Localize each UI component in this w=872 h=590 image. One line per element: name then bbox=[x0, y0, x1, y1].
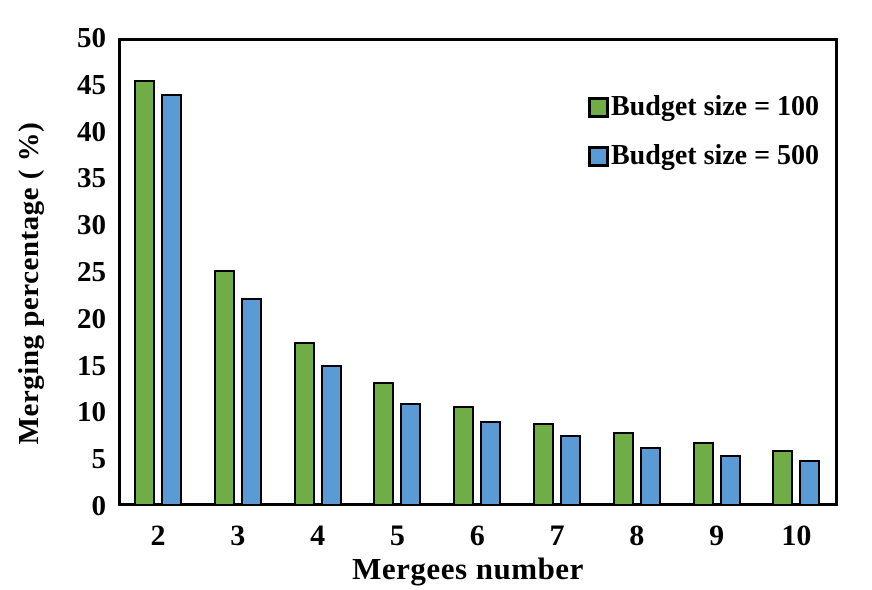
x-tick-label: 7 bbox=[549, 519, 565, 552]
y-tick-label: 0 bbox=[91, 490, 107, 522]
bar-budget-100-mergees-7 bbox=[533, 422, 554, 506]
x-tick-label: 3 bbox=[230, 519, 246, 552]
legend-swatch-icon bbox=[588, 145, 609, 167]
x-tick-label: 9 bbox=[709, 519, 725, 552]
x-axis-title: Mergees number bbox=[352, 551, 584, 586]
y-tick-label: 50 bbox=[77, 22, 106, 54]
bar-budget-100-mergees-8 bbox=[612, 432, 634, 506]
legend-label: Budget size = 500 bbox=[611, 140, 820, 171]
bar-budget-500-mergees-4 bbox=[320, 364, 342, 506]
y-tick-label: 30 bbox=[77, 209, 106, 242]
y-tick-label: 5 bbox=[91, 443, 107, 476]
bar-budget-100-mergees-6 bbox=[453, 405, 475, 506]
bar-budget-500-mergees-5 bbox=[400, 403, 422, 506]
y-tick-label: 25 bbox=[77, 256, 106, 288]
y-tick-label: 20 bbox=[77, 302, 106, 335]
legend-item-budget-500: Budget size = 500 bbox=[588, 140, 820, 171]
bar-budget-100-mergees-4 bbox=[293, 342, 315, 506]
bar-budget-500-mergees-7 bbox=[560, 434, 581, 506]
y-tick-label: 15 bbox=[77, 349, 106, 382]
legend-item-budget-100: Budget size = 100 bbox=[588, 91, 820, 122]
bar-budget-500-mergees-10 bbox=[799, 460, 821, 506]
bar-budget-100-mergees-3 bbox=[213, 270, 235, 506]
y-tick-label: 40 bbox=[77, 115, 106, 148]
y-tick-label: 10 bbox=[77, 396, 106, 429]
x-tick-label: 4 bbox=[310, 519, 326, 552]
bar-budget-500-mergees-2 bbox=[161, 94, 182, 506]
bar-budget-500-mergees-6 bbox=[480, 420, 502, 506]
x-tick-label: 10 bbox=[781, 519, 812, 552]
legend-label: Budget size = 100 bbox=[611, 91, 820, 122]
plot-area bbox=[118, 38, 838, 506]
y-tick-label: 35 bbox=[77, 162, 106, 195]
x-tick-label: 2 bbox=[150, 519, 166, 552]
bar-budget-100-mergees-2 bbox=[134, 80, 155, 506]
bar-budget-500-mergees-8 bbox=[639, 447, 661, 506]
legend: Budget size = 100 Budget size = 500 bbox=[588, 91, 820, 190]
x-tick-label: 6 bbox=[469, 519, 485, 552]
x-tick-label: 5 bbox=[389, 519, 405, 552]
bar-budget-500-mergees-9 bbox=[719, 454, 741, 506]
bar-budget-100-mergees-10 bbox=[772, 449, 794, 506]
bar-budget-100-mergees-5 bbox=[373, 381, 395, 506]
bar-budget-500-mergees-3 bbox=[240, 298, 262, 506]
y-tick-label: 45 bbox=[77, 68, 106, 101]
bar-budget-100-mergees-9 bbox=[692, 442, 714, 506]
x-tick-label: 8 bbox=[629, 519, 645, 552]
legend-swatch-icon bbox=[588, 96, 609, 118]
